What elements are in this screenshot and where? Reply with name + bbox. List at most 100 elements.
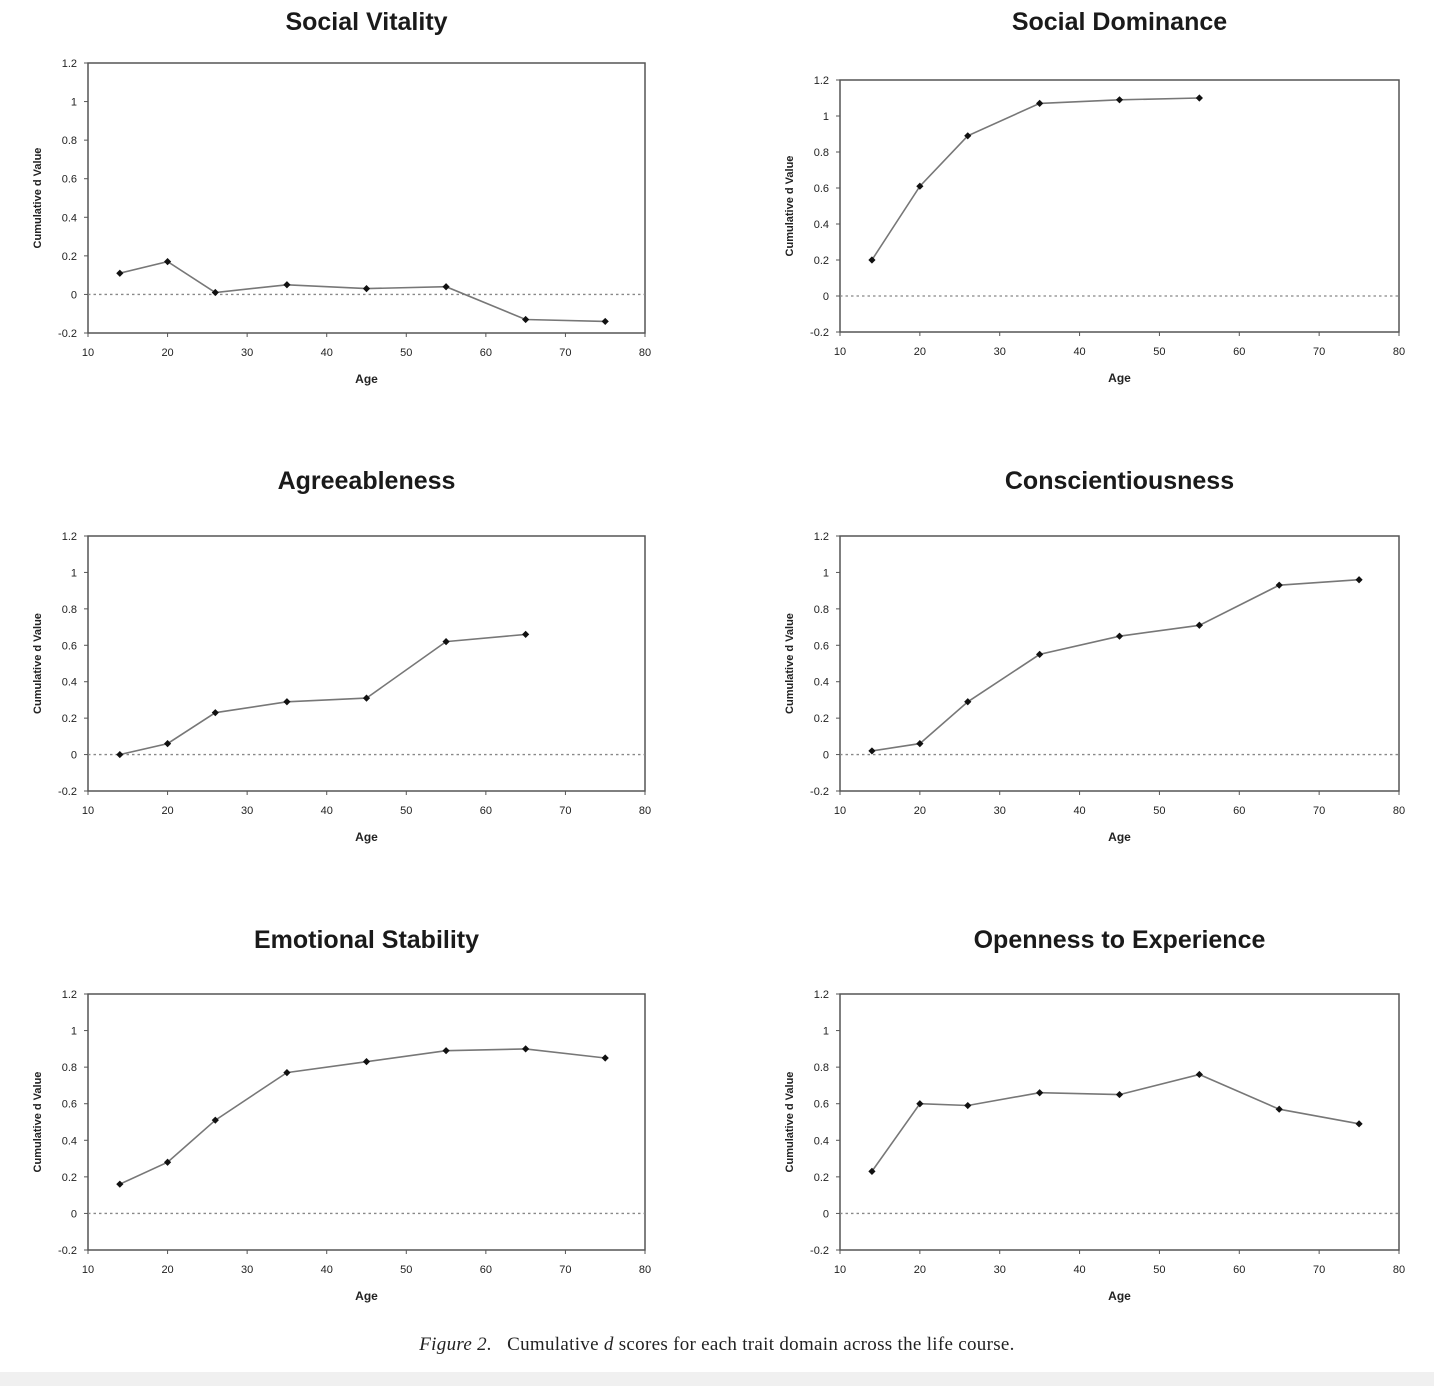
y-tick-label: 1 — [71, 97, 77, 109]
series-line — [119, 1048, 606, 1185]
y-tick-label: 0 — [823, 750, 829, 762]
plot-frame — [839, 993, 1400, 1251]
y-tick-label: -0.2 — [810, 786, 829, 798]
data-point — [116, 269, 124, 277]
data-point — [868, 1167, 876, 1175]
y-tick-label: 0.6 — [814, 640, 829, 652]
plot-frame — [87, 993, 646, 1251]
y-tick-label: 1 — [823, 111, 829, 123]
x-axis-title: Age — [1108, 830, 1131, 844]
chart-panel: Emotional Stability -0.2 0 0.2 0.4 0.6 0.8 1 1.2… — [32, 926, 651, 1303]
plot-frame — [87, 62, 646, 334]
x-axis-title: Age — [355, 372, 378, 386]
data-point — [1275, 1105, 1283, 1113]
data-point — [211, 709, 219, 717]
y-tick-label: 1 — [71, 1026, 77, 1038]
y-axis-title: Cumulative d Value — [784, 1072, 796, 1173]
data-point — [1275, 581, 1283, 589]
y-tick-label: 0.2 — [62, 1172, 77, 1184]
y-tick-label: 1.2 — [62, 58, 77, 70]
data-point — [1115, 96, 1124, 104]
x-tick-label: 30 — [994, 1264, 1006, 1276]
y-tick-label: -0.2 — [58, 328, 77, 340]
y-tick-label: 0.2 — [62, 713, 77, 725]
y-tick-label: 0.6 — [62, 174, 77, 186]
y-tick-label: -0.2 — [58, 1245, 77, 1257]
x-tick-label: 30 — [241, 347, 253, 359]
data-point — [1115, 1090, 1124, 1099]
chart-panel: Conscientiousness -0.2 0 0.2 0.4 0.6 0.8 1 1.2 10… — [784, 467, 1405, 844]
chart-panel: Social Dominance -0.2 0 0.2 0.4 0.6 0.8 1 1.2 10 2… — [784, 8, 1405, 385]
x-tick-label: 70 — [559, 347, 571, 359]
y-tick-label: 0 — [71, 1208, 77, 1220]
data-point — [964, 1101, 972, 1110]
x-tick-label: 10 — [82, 805, 94, 817]
x-axis-title: Age — [355, 1289, 378, 1303]
caption-post: scores for each trait domain across the … — [613, 1334, 1015, 1355]
x-tick-label: 20 — [161, 347, 173, 359]
y-tick-label: 0.2 — [814, 255, 829, 267]
x-tick-label: 10 — [834, 805, 846, 817]
x-tick-label: 60 — [480, 347, 492, 359]
caption-pre: Cumulative — [507, 1334, 604, 1355]
bottom-band — [0, 1372, 1434, 1386]
x-tick-label: 70 — [1313, 805, 1325, 817]
y-tick-label: 1.2 — [62, 989, 77, 1001]
plot-frame — [839, 535, 1400, 792]
y-tick-label: 1.2 — [814, 75, 829, 87]
chart-title: Conscientiousness — [1005, 467, 1234, 495]
data-point — [442, 283, 450, 291]
data-point — [964, 132, 972, 140]
y-tick-label: 0.6 — [62, 640, 77, 652]
y-tick-label: 1 — [71, 567, 77, 579]
x-tick-label: 40 — [321, 347, 333, 359]
data-point — [916, 1100, 924, 1108]
x-axis-title: Age — [355, 830, 378, 844]
data-point — [916, 182, 924, 190]
plot-frame — [87, 535, 646, 792]
data-point — [362, 285, 371, 293]
y-tick-label: 0.6 — [814, 1099, 829, 1111]
data-point — [868, 747, 876, 755]
x-tick-label: 10 — [82, 347, 94, 359]
data-point — [601, 317, 609, 326]
x-tick-label: 40 — [321, 1264, 333, 1276]
x-tick-label: 70 — [559, 805, 571, 817]
y-tick-label: 0.8 — [814, 1062, 829, 1074]
x-tick-label: 40 — [1073, 346, 1085, 358]
x-tick-label: 60 — [1233, 805, 1245, 817]
data-point — [522, 1045, 530, 1053]
data-point — [211, 1116, 219, 1124]
x-tick-label: 40 — [321, 805, 333, 817]
data-point — [163, 1158, 172, 1166]
x-tick-label: 30 — [994, 805, 1006, 817]
series-line — [119, 260, 606, 323]
y-axis-title: Cumulative d Value — [32, 613, 44, 714]
y-tick-label: 0.4 — [62, 1135, 77, 1147]
y-tick-label: 1 — [823, 567, 829, 579]
x-tick-label: 80 — [639, 805, 651, 817]
y-tick-label: 0 — [823, 1208, 829, 1220]
x-tick-label: 10 — [834, 346, 846, 358]
caption-var: d — [603, 1334, 614, 1355]
data-point — [601, 1054, 609, 1062]
y-tick-label: 0.2 — [814, 713, 829, 725]
y-tick-label: 0.4 — [814, 219, 829, 231]
x-tick-label: 60 — [480, 805, 492, 817]
y-tick-label: 0.4 — [62, 677, 77, 689]
data-point — [163, 258, 172, 266]
data-point — [116, 750, 124, 759]
y-axis-title: Cumulative d Value — [32, 1072, 44, 1173]
y-tick-label: -0.2 — [810, 1245, 829, 1257]
y-tick-label: 0.2 — [62, 251, 77, 263]
y-tick-label: 0.2 — [814, 1172, 829, 1184]
y-tick-label: 0.8 — [62, 604, 77, 616]
y-tick-label: 0 — [71, 750, 77, 762]
y-tick-label: 1.2 — [814, 531, 829, 543]
x-tick-label: 60 — [480, 1264, 492, 1276]
y-tick-label: -0.2 — [810, 327, 829, 339]
data-point — [362, 1058, 371, 1066]
y-tick-label: 0.8 — [62, 135, 77, 147]
x-tick-label: 20 — [914, 1264, 926, 1276]
